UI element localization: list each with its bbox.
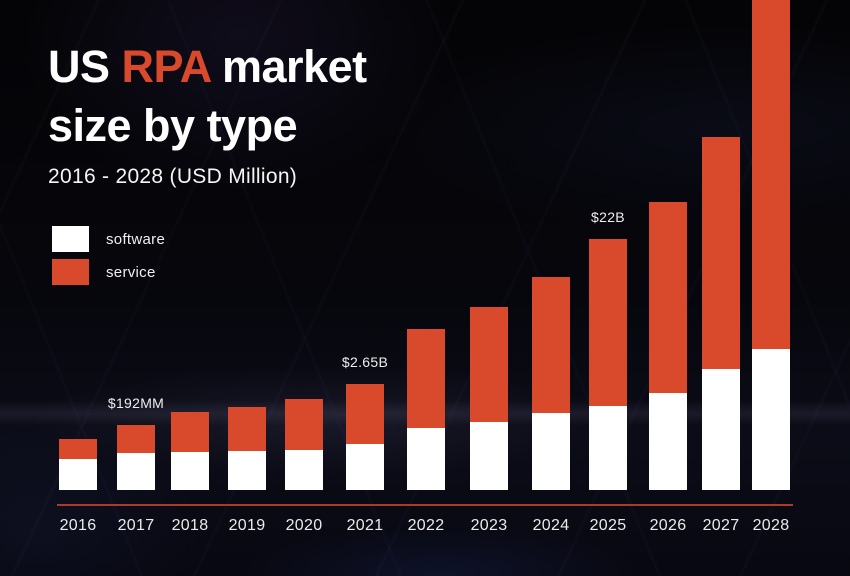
x-tick-2028: 2028	[752, 517, 790, 534]
bar-2024	[532, 277, 570, 490]
bar-segment-service-2024	[532, 277, 570, 413]
value-annotation-2021: $2.65B	[341, 354, 389, 370]
bar-segment-software-2022	[407, 428, 445, 490]
x-tick-2016: 2016	[59, 517, 97, 534]
bar-2020	[285, 399, 323, 490]
bar-segment-software-2018	[171, 452, 209, 490]
legend-label-software: software	[106, 230, 166, 248]
bar-segment-service-2017	[117, 425, 155, 453]
bar-2022	[407, 329, 445, 490]
bar-segment-software-2027	[702, 369, 740, 490]
x-tick-2021: 2021	[346, 517, 384, 534]
bar-segment-service-2025	[589, 239, 627, 406]
bar-segment-software-2028	[752, 349, 790, 490]
chart-legend: software service	[52, 226, 165, 292]
bar-segment-service-2022	[407, 329, 445, 428]
bar-segment-service-2018	[171, 412, 209, 452]
legend-item-software: software	[52, 226, 165, 252]
bar-segment-software-2026	[649, 393, 687, 490]
bar-segment-service-2021	[346, 384, 384, 444]
bar-segment-software-2025	[589, 406, 627, 490]
page-title: US RPA market size by type	[48, 38, 367, 155]
bar-2018	[171, 412, 209, 490]
x-axis-line	[57, 504, 793, 506]
bar-segment-service-2016	[59, 439, 97, 459]
bar-segment-service-2026	[649, 202, 687, 393]
bar-segment-software-2021	[346, 444, 384, 490]
bar-segment-software-2016	[59, 459, 97, 490]
bar-segment-software-2023	[470, 422, 508, 490]
bar-segment-service-2020	[285, 399, 323, 450]
title-line2: size by type	[48, 99, 298, 151]
bar-2017	[117, 425, 155, 490]
x-tick-2019: 2019	[228, 517, 266, 534]
bar-segment-software-2024	[532, 413, 570, 490]
legend-label-service: service	[106, 263, 156, 281]
bar-segment-service-2028	[752, 0, 790, 349]
bar-2027	[702, 137, 740, 490]
value-annotation-2017: $192MM	[107, 395, 165, 411]
bar-segment-service-2023	[470, 307, 508, 422]
bar-2021	[346, 384, 384, 490]
x-tick-2020: 2020	[285, 517, 323, 534]
bar-segment-software-2019	[228, 451, 266, 490]
title-block: US RPA market size by type 2016 - 2028 (U…	[48, 38, 367, 189]
software-color-swatch	[52, 226, 89, 252]
x-tick-2025: 2025	[589, 517, 627, 534]
bar-2028	[752, 0, 790, 490]
legend-item-service: service	[52, 259, 165, 285]
title-suffix: market	[210, 41, 367, 92]
x-tick-2022: 2022	[407, 517, 445, 534]
bar-segment-service-2027	[702, 137, 740, 369]
x-tick-2024: 2024	[532, 517, 570, 534]
bar-segment-software-2020	[285, 450, 323, 490]
x-tick-2027: 2027	[702, 517, 740, 534]
bar-2023	[470, 307, 508, 490]
x-tick-2023: 2023	[470, 517, 508, 534]
bar-segment-software-2017	[117, 453, 155, 490]
value-annotation-2025: $22B	[591, 209, 625, 225]
x-tick-2018: 2018	[171, 517, 209, 534]
title-highlight: RPA	[121, 41, 211, 92]
subtitle: 2016 - 2028 (USD Million)	[48, 165, 298, 188]
bar-segment-service-2019	[228, 407, 266, 451]
bar-2025	[589, 239, 627, 490]
bar-2016	[59, 439, 97, 490]
bar-2019	[228, 407, 266, 490]
service-color-swatch	[52, 259, 89, 285]
bar-2026	[649, 202, 687, 490]
title-prefix: US	[48, 41, 122, 92]
x-tick-2026: 2026	[649, 517, 687, 534]
x-tick-2017: 2017	[117, 517, 155, 534]
